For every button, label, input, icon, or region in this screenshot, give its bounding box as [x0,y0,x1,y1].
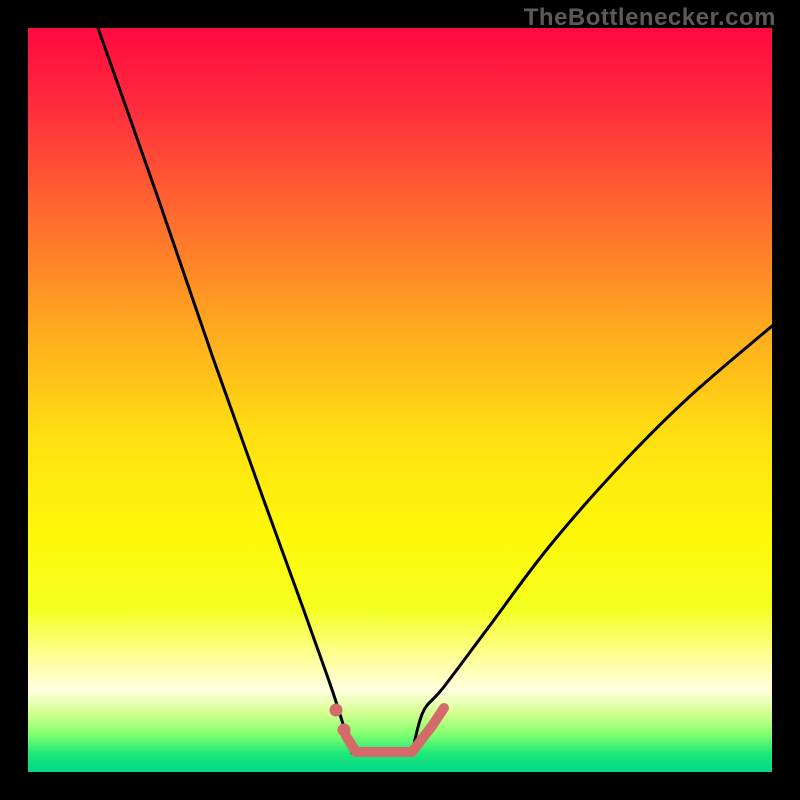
chart-frame: TheBottlenecker.com [0,0,800,800]
trough-dot [330,704,343,717]
plot-background [28,28,772,772]
watermark-text: TheBottlenecker.com [524,4,776,32]
bottleneck-chart [0,0,800,800]
trough-dot [338,724,351,737]
